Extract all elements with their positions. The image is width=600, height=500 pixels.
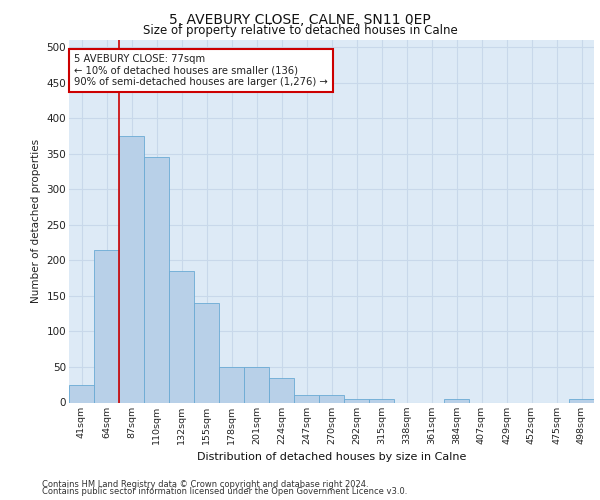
Text: Contains HM Land Registry data © Crown copyright and database right 2024.: Contains HM Land Registry data © Crown c… (42, 480, 368, 489)
Y-axis label: Number of detached properties: Number of detached properties (31, 139, 41, 304)
Bar (319, 396, 344, 402)
Bar (169, 271, 194, 402)
Bar (69, 384, 94, 402)
Bar (219, 367, 244, 402)
Bar (369, 399, 394, 402)
Bar (344, 399, 369, 402)
Bar (569, 399, 594, 402)
Text: 5 AVEBURY CLOSE: 77sqm
← 10% of detached houses are smaller (136)
90% of semi-de: 5 AVEBURY CLOSE: 77sqm ← 10% of detached… (74, 54, 328, 88)
Bar (444, 399, 469, 402)
Text: Contains public sector information licensed under the Open Government Licence v3: Contains public sector information licen… (42, 488, 407, 496)
Bar (269, 378, 294, 402)
Bar (294, 396, 319, 402)
X-axis label: Distribution of detached houses by size in Calne: Distribution of detached houses by size … (197, 452, 466, 462)
Bar (244, 367, 269, 402)
Text: Size of property relative to detached houses in Calne: Size of property relative to detached ho… (143, 24, 457, 37)
Bar (119, 136, 144, 402)
Bar (194, 303, 219, 402)
Bar (144, 158, 169, 402)
Bar (94, 250, 119, 402)
Text: 5, AVEBURY CLOSE, CALNE, SN11 0EP: 5, AVEBURY CLOSE, CALNE, SN11 0EP (169, 12, 431, 26)
